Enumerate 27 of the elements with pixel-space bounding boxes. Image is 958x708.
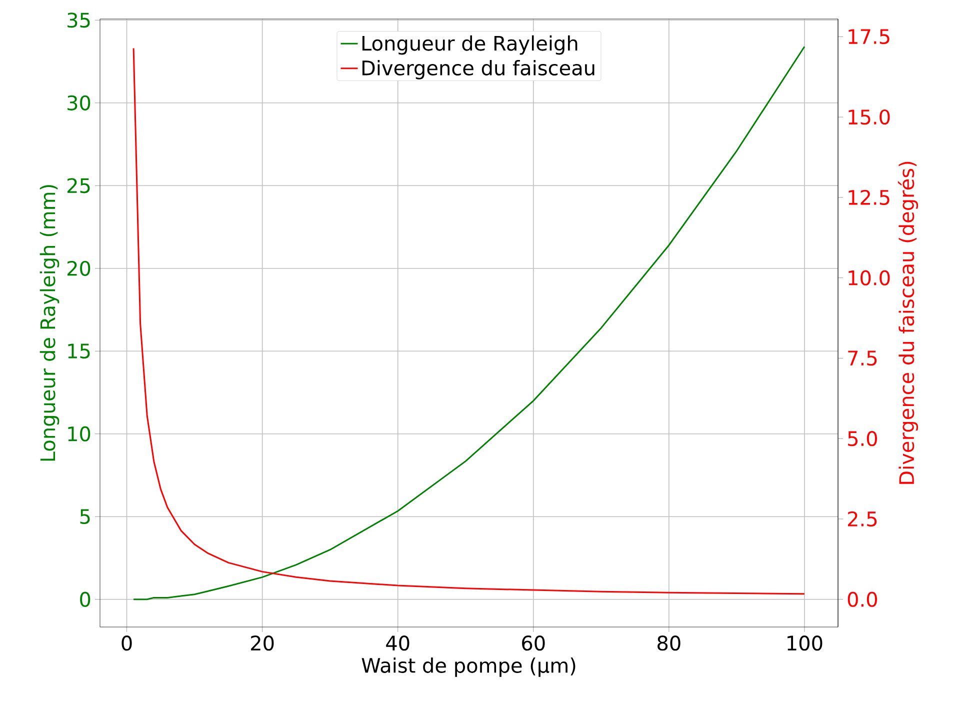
y2-tick-label: 0.0 [848, 592, 878, 607]
legend-label: Divergence du faisceau [362, 60, 594, 80]
x-tick-label: 40 [386, 636, 410, 651]
x-tick-label: 80 [658, 636, 680, 651]
y-tick-label: 20 [68, 260, 90, 276]
y-tick-label: 5 [80, 509, 90, 524]
y-tick-label: 0 [80, 592, 90, 607]
x-tick-label: 0 [122, 636, 132, 651]
x-tick-label: 100 [788, 636, 822, 651]
y-axis-title: Longueur de Rayleigh (mm) [40, 185, 60, 461]
y2-tick-label: 12.5 [848, 190, 890, 205]
y2-tick-label: 2.5 [848, 511, 877, 527]
x-tick-label: 20 [251, 636, 274, 651]
legend-label: Longueur de Rayleigh [362, 35, 578, 55]
y-tick-label: 15 [68, 344, 90, 359]
y-tick-label: 30 [68, 95, 90, 110]
y2-axis-title: Divergence du faisceau (degrés) [898, 162, 918, 484]
y-tick-label: 10 [68, 426, 90, 442]
y-tick-label: 25 [68, 178, 90, 194]
x-tick-label: 60 [522, 636, 545, 651]
y2-tick-label: 7.5 [848, 350, 877, 366]
y2-tick-label: 10.0 [848, 270, 890, 286]
y-tick-label: 35 [68, 12, 90, 28]
y2-tick-label: 15.0 [848, 109, 890, 125]
x-axis-title: Waist de pompe (µm) [362, 657, 576, 677]
y2-tick-label: 17.5 [848, 29, 890, 44]
y2-tick-label: 5.0 [848, 431, 878, 446]
